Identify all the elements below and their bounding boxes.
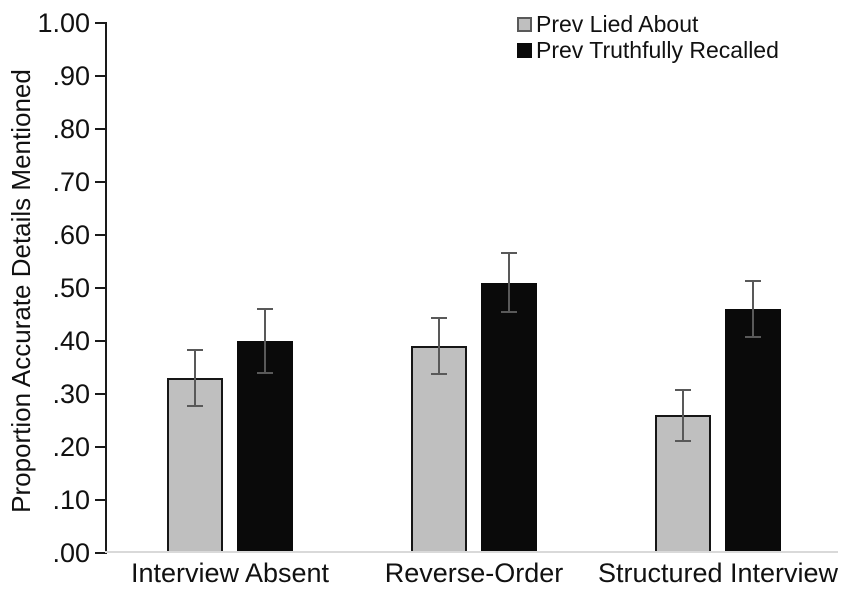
legend-label: Prev Truthfully Recalled [536, 37, 779, 63]
y-tick-mark [95, 393, 107, 395]
legend-swatch-black-icon [517, 42, 532, 58]
y-tick-mark [95, 22, 107, 24]
bar-series0-cat1 [411, 346, 467, 553]
y-tick-label: .90 [52, 61, 90, 91]
y-tick-label: .80 [52, 114, 90, 144]
legend: Prev Lied About Prev Truthfully Recalled [517, 11, 779, 63]
legend-label: Prev Lied About [536, 11, 699, 37]
y-tick-mark [95, 340, 107, 342]
y-tick-label: .50 [52, 273, 90, 303]
y-tick-label: .00 [52, 538, 90, 568]
y-tick-label: 1.00 [37, 8, 90, 38]
x-label-reverse-order: Reverse-Order [384, 558, 564, 588]
y-tick-label: .30 [52, 379, 90, 409]
y-tick-label: .40 [52, 326, 90, 356]
legend-swatch-gray-icon [517, 16, 532, 32]
bar-series1-cat2 [725, 309, 781, 553]
y-tick-mark [95, 128, 107, 130]
y-tick-label: .70 [52, 167, 90, 197]
error-bar-cap-top-series1-cat2 [745, 280, 761, 282]
x-label-structured-interview: Structured Interview [597, 558, 839, 588]
y-tick-label: .10 [52, 485, 90, 515]
error-bar-cap-bottom-series0-cat0 [187, 405, 203, 407]
y-tick-mark [95, 75, 107, 77]
error-bar-line-series0-cat0 [194, 349, 196, 407]
error-bar-line-series1-cat1 [508, 252, 510, 313]
y-tick-label: .20 [52, 432, 90, 462]
legend-item-prev-lied-about: Prev Lied About [517, 11, 779, 37]
error-bar-cap-bottom-series0-cat1 [431, 373, 447, 375]
error-bar-cap-top-series0-cat1 [431, 317, 447, 319]
error-bar-line-series0-cat1 [438, 317, 440, 375]
error-bar-cap-top-series1-cat1 [501, 252, 517, 254]
bar-series1-cat1 [481, 283, 537, 553]
error-bar-line-series0-cat2 [682, 389, 684, 442]
error-bar-cap-top-series0-cat0 [187, 349, 203, 351]
error-bar-cap-top-series1-cat0 [257, 308, 273, 310]
error-bar-cap-bottom-series1-cat2 [745, 336, 761, 338]
y-tick-mark [95, 446, 107, 448]
error-bar-line-series1-cat0 [264, 308, 266, 374]
y-tick-mark [95, 552, 107, 554]
error-bar-cap-bottom-series1-cat1 [501, 311, 517, 313]
error-bar-cap-bottom-series0-cat2 [675, 440, 691, 442]
y-tick-mark [95, 181, 107, 183]
x-label-interview-absent: Interview Absent [130, 558, 330, 588]
error-bar-cap-top-series0-cat2 [675, 389, 691, 391]
error-bar-line-series1-cat2 [752, 280, 754, 338]
bar-series0-cat2 [655, 415, 711, 553]
y-tick-label: .60 [52, 220, 90, 250]
y-tick-mark [95, 287, 107, 289]
y-tick-mark [95, 499, 107, 501]
y-tick-mark [95, 234, 107, 236]
error-bar-cap-bottom-series1-cat0 [257, 372, 273, 374]
x-axis-baseline [105, 551, 838, 553]
legend-item-prev-truthfully-recalled: Prev Truthfully Recalled [517, 37, 779, 63]
